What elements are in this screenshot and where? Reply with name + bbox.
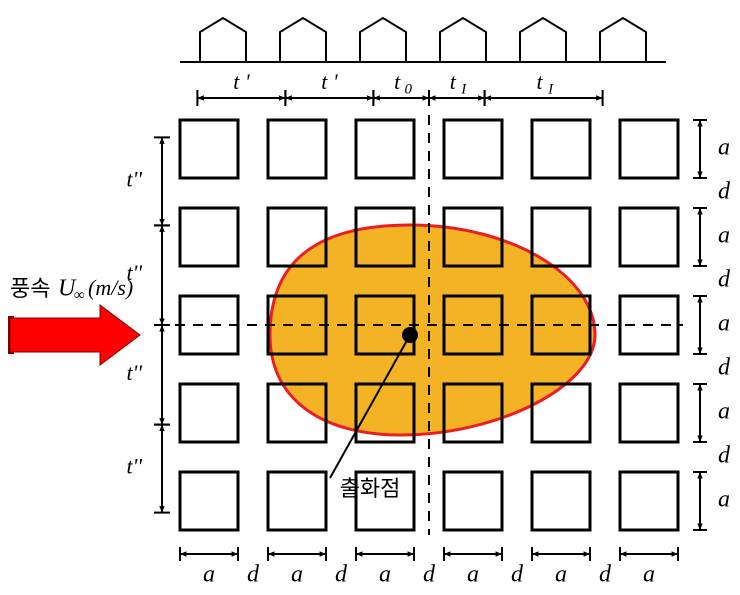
svg-text:a: a [291, 562, 303, 588]
wind-label-korean: 풍속 [10, 276, 50, 301]
svg-text:d: d [718, 443, 731, 469]
svg-text:d: d [423, 562, 436, 588]
svg-text:a: a [718, 399, 730, 425]
svg-text:d: d [511, 562, 524, 588]
svg-text:d: d [599, 562, 612, 588]
diagram-root: 출화점풍속U∞(m/s)t 't 't0tItIt''t''t''t''adad… [0, 0, 740, 595]
svg-text:a: a [718, 311, 730, 337]
svg-text:a: a [203, 562, 215, 588]
svg-text:d: d [335, 562, 348, 588]
svg-text:I: I [460, 81, 467, 97]
svg-text:t'': t'' [126, 260, 142, 285]
svg-text:t: t [450, 69, 457, 94]
svg-text:a: a [718, 487, 730, 513]
svg-text:d: d [247, 562, 260, 588]
svg-text:∞: ∞ [74, 287, 85, 303]
svg-text:a: a [718, 223, 730, 249]
svg-text:a: a [555, 562, 567, 588]
svg-text:d: d [718, 267, 731, 293]
svg-text:a: a [643, 562, 655, 588]
svg-text:t'': t'' [126, 454, 142, 479]
svg-text:0: 0 [404, 81, 412, 97]
svg-text:t'': t'' [126, 166, 142, 191]
svg-text:a: a [718, 135, 730, 161]
svg-text:d: d [718, 355, 731, 381]
svg-text:t: t [394, 69, 401, 94]
ignition-label: 출화점 [340, 476, 401, 501]
svg-text:t'': t'' [126, 360, 142, 385]
svg-text:a: a [467, 562, 479, 588]
svg-text:t: t [537, 69, 544, 94]
svg-text:t ': t ' [233, 69, 250, 94]
svg-text:a: a [379, 562, 391, 588]
svg-text:d: d [718, 179, 731, 205]
svg-text:t ': t ' [321, 69, 338, 94]
svg-text:I: I [547, 81, 554, 97]
